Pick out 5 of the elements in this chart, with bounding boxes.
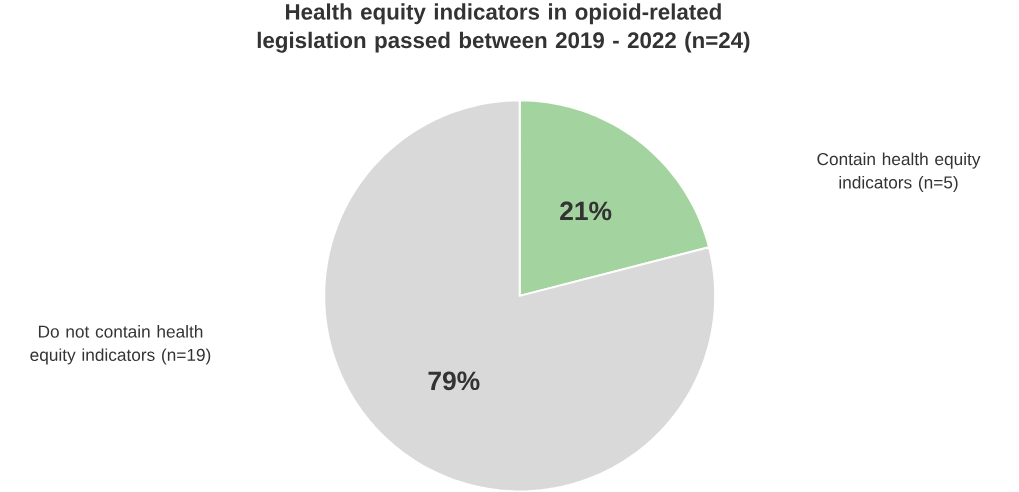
slice-label: Contain health equity indicators (n=5) bbox=[817, 152, 981, 192]
chart-title: Health equity indicators in opioid-related legislation passed between 2019 - 2022 (n=24) bbox=[257, 3, 750, 53]
data-label: 79% bbox=[428, 371, 480, 390]
slice-label: Do not contain health equity indicators (n=19) bbox=[30, 324, 211, 365]
data-label: 21% bbox=[560, 201, 612, 220]
